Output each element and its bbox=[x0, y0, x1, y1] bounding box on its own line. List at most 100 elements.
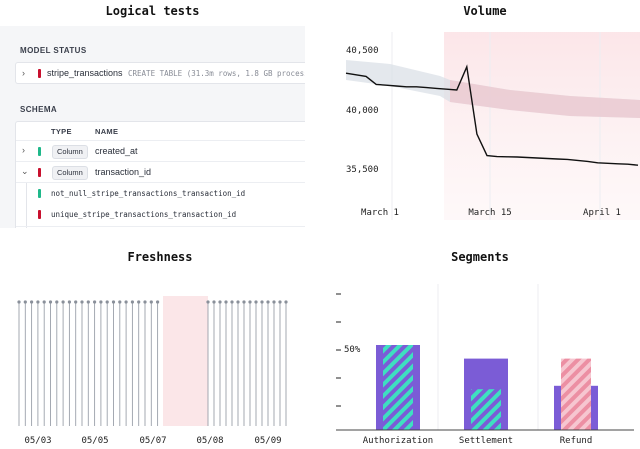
y-tick-label: 40,500 bbox=[346, 46, 379, 56]
freshness-x-ticks: 05/03 05/05 05/07 05/08 05/09 bbox=[24, 436, 281, 446]
type-badge: Column bbox=[52, 166, 88, 180]
divider bbox=[16, 140, 305, 141]
freshness-point bbox=[254, 300, 258, 304]
freshness-point bbox=[86, 300, 90, 304]
status-pass-icon bbox=[38, 147, 41, 156]
freshness-point bbox=[17, 300, 21, 304]
freshness-point bbox=[137, 300, 141, 304]
volume-y-ticks: 40,500 40,000 35,500 bbox=[346, 46, 379, 175]
chevron-right-icon[interactable]: › bbox=[22, 145, 25, 155]
freshness-point bbox=[149, 300, 153, 304]
freshness-point bbox=[224, 300, 228, 304]
freshness-point bbox=[80, 300, 84, 304]
divider bbox=[16, 182, 305, 183]
x-tick-label: Authorization bbox=[363, 436, 433, 446]
test-name: not_null_stripe_transactions_transaction… bbox=[51, 189, 246, 198]
freshness-point bbox=[111, 300, 116, 304]
freshness-point bbox=[218, 300, 222, 304]
type-badge: Column bbox=[52, 145, 88, 159]
column-name: transaction_id bbox=[95, 167, 152, 177]
status-pass-icon bbox=[38, 189, 41, 198]
freshness-markers bbox=[17, 300, 288, 426]
segment-bar-current bbox=[471, 389, 501, 430]
freshness-point bbox=[48, 300, 53, 304]
segment-bar-current bbox=[561, 358, 591, 430]
freshness-point bbox=[124, 300, 128, 304]
volume-series-line bbox=[345, 64, 639, 166]
status-error-icon bbox=[38, 69, 41, 78]
test-row[interactable]: not_null_stripe_transactions_transaction… bbox=[16, 183, 305, 203]
segments-chart: 50% Authorization Settlement Refund bbox=[336, 284, 634, 446]
volume-title: Volume bbox=[463, 4, 507, 18]
volume-chart: 40,500 40,000 35,500 March 1 March 15 Ap… bbox=[345, 32, 640, 220]
status-error-icon bbox=[38, 168, 41, 177]
freshness-point bbox=[130, 300, 134, 304]
freshness-chart: 05/03 05/05 05/07 05/08 05/09 bbox=[17, 296, 288, 446]
freshness-point bbox=[99, 300, 103, 304]
freshness-point bbox=[118, 300, 122, 304]
name-column-header: NAME bbox=[95, 127, 119, 136]
model-name[interactable]: stripe_transactions bbox=[47, 68, 123, 78]
model-status-label: MODEL STATUS bbox=[20, 46, 87, 55]
x-tick-label: Settlement bbox=[459, 436, 513, 446]
freshness-point bbox=[206, 300, 210, 304]
x-tick-label: March 15 bbox=[468, 208, 511, 218]
y-tick-label: 35,500 bbox=[346, 165, 379, 175]
freshness-point bbox=[278, 300, 282, 304]
divider bbox=[16, 161, 305, 162]
column-name: created_at bbox=[95, 146, 138, 156]
freshness-point bbox=[266, 300, 270, 304]
freshness-point bbox=[67, 300, 71, 304]
segments-bars bbox=[376, 345, 598, 430]
freshness-point bbox=[61, 300, 65, 304]
y-tick-label: 50% bbox=[344, 345, 361, 355]
freshness-point bbox=[36, 300, 40, 304]
freshness-point bbox=[156, 300, 160, 304]
x-tick-label: Refund bbox=[560, 436, 593, 446]
segments-title: Segments bbox=[451, 250, 509, 264]
segments-gridlines bbox=[437, 284, 539, 430]
x-tick-label: March 1 bbox=[361, 208, 399, 218]
logical-tests-title: Logical tests bbox=[105, 4, 200, 18]
test-row[interactable]: unique_stripe_transactions_transaction_i… bbox=[16, 204, 305, 224]
freshness-point bbox=[236, 300, 240, 304]
y-tick-label: 40,000 bbox=[346, 106, 379, 116]
chevron-down-icon[interactable]: ⌄ bbox=[21, 166, 29, 176]
x-tick-label: 05/05 bbox=[81, 436, 108, 446]
chevron-right-icon[interactable]: › bbox=[22, 68, 25, 78]
freshness-point bbox=[55, 300, 59, 304]
schema-label: SCHEMA bbox=[20, 105, 58, 114]
model-detail: CREATE TABLE (31.3m rows, 1.8 GB process… bbox=[128, 69, 305, 78]
anomaly-region bbox=[163, 296, 208, 426]
freshness-point bbox=[105, 300, 109, 304]
freshness-point bbox=[212, 300, 216, 304]
table-row[interactable]: › Column created_at bbox=[16, 141, 305, 161]
freshness-point bbox=[23, 300, 27, 304]
table-row[interactable]: ⌄ Column transaction_id bbox=[16, 162, 305, 182]
freshness-point bbox=[42, 300, 46, 304]
segments-y-ticks: 50% bbox=[336, 293, 361, 407]
x-tick-label: 05/07 bbox=[139, 436, 166, 446]
tree-guide bbox=[26, 183, 27, 228]
freshness-point bbox=[284, 300, 288, 304]
anomaly-region bbox=[444, 32, 640, 220]
volume-x-ticks: March 1 March 15 April 1 bbox=[361, 208, 621, 218]
x-tick-label: 05/03 bbox=[24, 436, 51, 446]
freshness-point bbox=[260, 300, 264, 304]
freshness-point bbox=[143, 300, 147, 304]
freshness-point bbox=[272, 300, 276, 304]
freshness-title: Freshness bbox=[127, 250, 193, 264]
freshness-point bbox=[230, 300, 234, 304]
logical-tests-card: MODEL STATUS › stripe_transactions CREAT… bbox=[0, 26, 305, 228]
type-column-header: TYPE bbox=[51, 127, 72, 136]
freshness-point bbox=[248, 300, 252, 304]
freshness-point bbox=[242, 300, 246, 304]
expected-range-band-anomaly bbox=[450, 80, 640, 118]
segments-x-ticks: Authorization Settlement Refund bbox=[363, 436, 592, 446]
schema-table: TYPE NAME › Column created_at ⌄ Column t… bbox=[15, 121, 305, 228]
test-name: unique_stripe_transactions_transaction_i… bbox=[51, 210, 237, 219]
divider bbox=[16, 226, 305, 227]
freshness-point bbox=[93, 300, 97, 304]
model-status-row[interactable]: › stripe_transactions CREATE TABLE (31.3… bbox=[15, 62, 305, 84]
x-tick-label: 05/08 bbox=[196, 436, 223, 446]
